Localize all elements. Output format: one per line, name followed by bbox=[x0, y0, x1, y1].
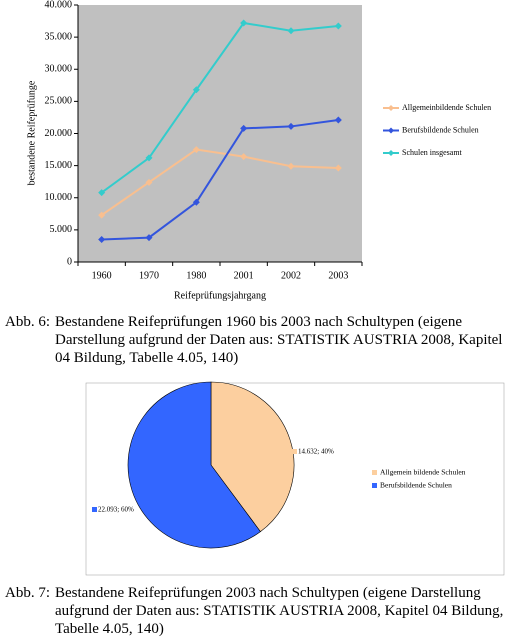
series-line bbox=[101, 21, 339, 194]
y-tick-label: 25.000 bbox=[45, 96, 73, 107]
y-tick-label: 10.000 bbox=[45, 192, 73, 203]
caption-label: Abb. 7: bbox=[5, 585, 50, 601]
y-axis-label: bestandene Reifeprüfunge bbox=[26, 80, 37, 185]
x-tick-label: 2001 bbox=[234, 270, 254, 281]
x-tick-label: 1970 bbox=[139, 270, 159, 281]
y-tick-label: 40.000 bbox=[45, 0, 73, 10]
data-point bbox=[98, 189, 106, 197]
data-point bbox=[240, 124, 248, 132]
x-tick-label: 2002 bbox=[281, 270, 301, 281]
y-tick-label: 30.000 bbox=[45, 64, 73, 75]
data-label: 14.632; 40% bbox=[298, 448, 334, 456]
data-point bbox=[145, 154, 153, 162]
x-tick-label: 1960 bbox=[92, 270, 112, 281]
data-point bbox=[287, 122, 295, 130]
y-tick-label: 20.000 bbox=[45, 128, 73, 139]
caption-label: Abb. 6: bbox=[5, 314, 50, 330]
data-point bbox=[334, 116, 342, 124]
legend-label: Berufsbildende Schulen bbox=[380, 481, 452, 490]
line-chart: bestandene Reifeprüfunge Reifeprüfungsja… bbox=[26, 0, 491, 301]
legend-swatch bbox=[372, 483, 377, 488]
data-point bbox=[98, 211, 106, 219]
data-point bbox=[240, 19, 248, 27]
legend-swatch bbox=[372, 470, 377, 475]
caption: Abb. 6: Bestandene Reifeprüfungen 1960 b… bbox=[5, 313, 505, 367]
data-point bbox=[192, 146, 200, 154]
data-point bbox=[98, 236, 106, 244]
x-tick-label: 2003 bbox=[328, 270, 348, 281]
series-line bbox=[101, 119, 339, 241]
y-tick-label: 5.000 bbox=[50, 224, 73, 235]
data-label: 22.093; 60% bbox=[98, 506, 134, 514]
data-point bbox=[334, 22, 342, 30]
caption-text: Bestandene Reifeprüfungen 2003 nach Schu… bbox=[55, 585, 504, 637]
x-axis-label: Reifeprüfungsjahrgang bbox=[174, 290, 266, 301]
legend-label: Berufsbildende Schulen bbox=[402, 125, 479, 134]
label-swatch bbox=[292, 449, 297, 454]
data-point bbox=[287, 162, 295, 170]
legend-label: Allgemeinbildende Schulen bbox=[402, 103, 491, 112]
pie-slice bbox=[127, 381, 261, 549]
y-tick-label: 35.000 bbox=[45, 31, 73, 42]
y-tick-label: 15.000 bbox=[45, 160, 73, 171]
data-point bbox=[145, 234, 153, 242]
pie-chart: 14.632; 40% Allgemein bildende Schulen 22.… bbox=[85, 381, 505, 576]
series-line bbox=[101, 148, 339, 216]
data-point bbox=[192, 198, 200, 206]
data-point bbox=[240, 153, 248, 161]
data-point bbox=[287, 27, 295, 35]
data-point bbox=[192, 86, 200, 94]
data-point bbox=[145, 178, 153, 186]
legend-label: Schulen insgesamt bbox=[402, 148, 463, 157]
caption: Abb. 7: Bestandene Reifeprüfungen 2003 n… bbox=[5, 584, 505, 638]
plot-area bbox=[78, 5, 362, 262]
legend-label: Allgemein bildende Schulen bbox=[380, 468, 466, 477]
label-swatch bbox=[92, 507, 97, 512]
y-tick-label: 0 bbox=[67, 256, 72, 267]
pie-slice bbox=[210, 381, 295, 533]
legend-marker bbox=[388, 105, 394, 111]
x-tick-label: 1980 bbox=[186, 270, 206, 281]
legend-marker bbox=[388, 127, 394, 134]
data-point bbox=[334, 164, 342, 172]
legend-marker bbox=[388, 150, 394, 156]
caption-text: Bestandene Reifeprüfungen 1960 bis 2003 … bbox=[55, 314, 503, 366]
